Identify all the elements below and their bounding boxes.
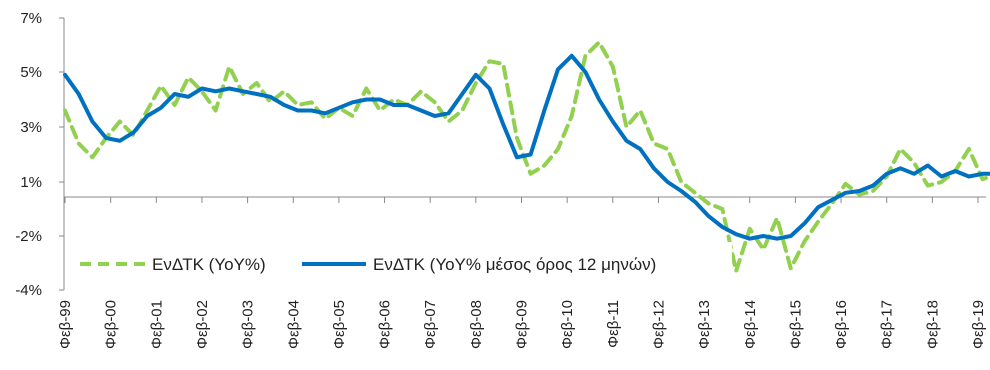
x-tick-label: Φεβ-13: [696, 300, 713, 349]
x-axis-ticks: Φεβ-99 Φεβ-00 Φεβ-01 Φεβ-02 Φεβ-03 Φεβ-04 Φεβ-…: [57, 197, 987, 349]
y-tick-label: -2%: [15, 228, 42, 245]
legend: ΕνΔΤΚ (YoY%) ΕνΔΤΚ (YoY% μέσος όρος 12 μ…: [72, 242, 732, 278]
x-tick-label: Φεβ-17: [879, 300, 896, 349]
x-tick-label: Φεβ-12: [650, 300, 667, 349]
x-tick-label: Φεβ-02: [194, 300, 211, 349]
x-tick-label: Φεβ-08: [468, 300, 485, 349]
x-tick-label: Φεβ-99: [57, 300, 74, 349]
x-tick-label: Φεβ-19: [970, 300, 987, 349]
legend-label-series-0: ΕνΔΤΚ (YoY%): [152, 255, 266, 274]
x-tick-label: Φεβ-06: [377, 300, 394, 349]
x-tick-label: Φεβ-03: [240, 300, 257, 349]
axes: [63, 18, 986, 290]
y-tick-label: 3%: [20, 119, 42, 136]
x-tick-label: Φεβ-16: [833, 300, 850, 349]
y-tick-label: -4%: [15, 282, 42, 299]
x-tick-label: Φεβ-14: [742, 300, 759, 349]
x-tick-label: Φεβ-11: [605, 300, 622, 348]
x-tick-label: Φεβ-18: [924, 300, 941, 349]
series-line-1: [63, 53, 990, 241]
y-tick-label: 5%: [20, 64, 42, 81]
series-layer: [63, 40, 990, 274]
y-tick-label: 7%: [20, 10, 42, 27]
legend-background: [72, 242, 732, 278]
x-tick-label: Φεβ-04: [285, 300, 302, 349]
legend-label-series-1: ΕνΔΤΚ (YoY% μέσος όρος 12 μηνών): [373, 255, 656, 274]
x-tick-label: Φεβ-07: [422, 300, 439, 349]
x-tick-label: Φεβ-15: [787, 300, 804, 349]
x-tick-label: Φεβ-01: [148, 300, 165, 349]
x-tick-label: Φεβ-05: [331, 300, 348, 349]
x-tick-label: Φεβ-10: [559, 300, 576, 349]
y-axis-ticks: 7% 5% 3% 1% -2% -4%: [15, 10, 64, 299]
x-tick-label: Φεβ-09: [514, 300, 531, 349]
y-tick-label: 1%: [20, 174, 42, 191]
x-tick-label: Φεβ-00: [103, 300, 120, 349]
